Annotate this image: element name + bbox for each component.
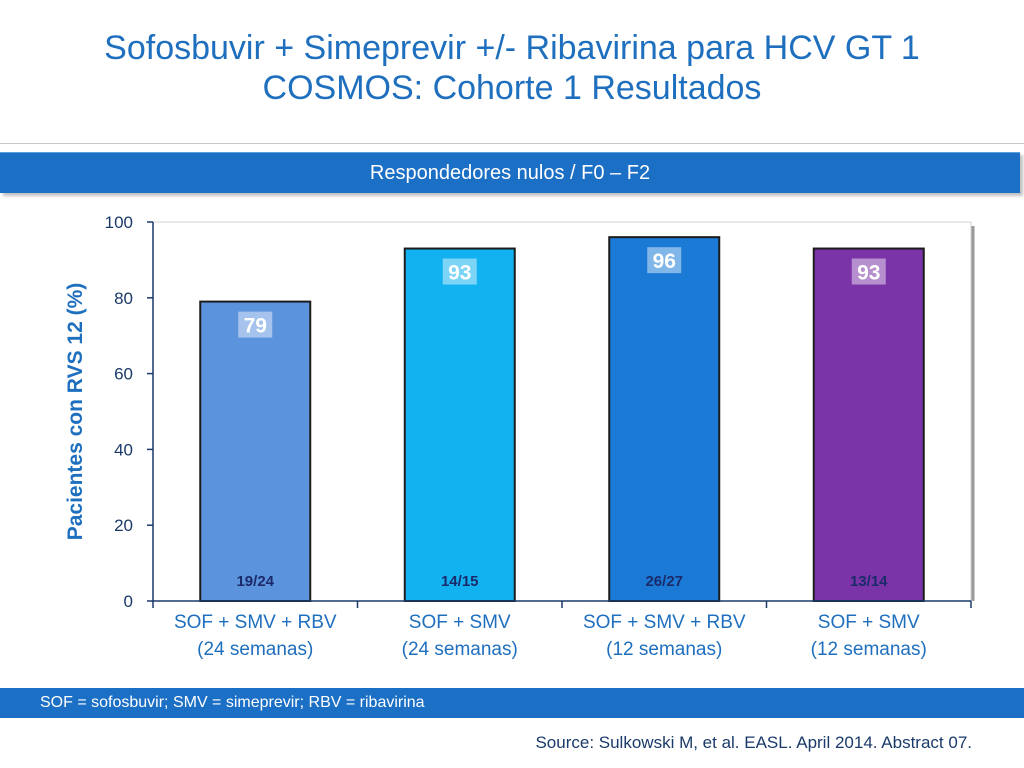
n-label: 13/14 <box>850 573 888 590</box>
title-line-1: Sofosbuvir + Simeprevir +/- Ribavirina p… <box>104 29 920 67</box>
y-tick-label: 20 <box>114 516 133 535</box>
title-divider <box>0 143 1024 144</box>
bar <box>608 236 721 602</box>
value-label: 79 <box>244 315 267 338</box>
y-tick-label: 40 <box>114 440 133 459</box>
category-label-line2: (12 semanas) <box>811 639 927 660</box>
y-tick-label: 80 <box>114 289 133 308</box>
value-label-box <box>851 258 886 285</box>
value-label-box <box>647 247 682 274</box>
category-label-line1: SOF + SMV <box>818 612 920 633</box>
value-label: 96 <box>653 250 676 273</box>
value-label-box <box>442 258 477 285</box>
y-tick-label: 0 <box>124 592 133 611</box>
bar <box>199 300 312 602</box>
category-label-line1: SOF + SMV <box>409 612 511 633</box>
value-label: 93 <box>857 262 880 285</box>
slide-title: Sofosbuvir + Simeprevir +/- Ribavirina p… <box>0 28 1024 108</box>
title-line-2: COSMOS: Cohorte 1 Resultados <box>262 69 762 107</box>
bar <box>812 247 925 602</box>
category-label-line1: SOF + SMV + RBV <box>583 612 746 633</box>
value-label: 93 <box>448 262 471 285</box>
category-label-line2: (24 semanas) <box>197 639 313 660</box>
banner-text: Respondedores nulos / F0 – F2 <box>369 162 651 184</box>
value-label-box <box>238 311 273 338</box>
abbreviations-text: SOF = sofosbuvir; SMV = simeprevir; RBV … <box>40 694 425 711</box>
n-label: 26/27 <box>645 573 683 590</box>
source-citation: Source: Sulkowski M, et al. EASL. April … <box>535 733 972 752</box>
bar <box>403 247 516 602</box>
n-label: 14/15 <box>441 573 479 590</box>
n-label: 19/24 <box>236 573 274 590</box>
subtitle-banner: Respondedores nulos / F0 – F2 <box>0 152 1020 193</box>
category-label-line2: (12 semanas) <box>606 639 722 660</box>
y-tick-label: 60 <box>114 365 133 384</box>
y-tick-label: 100 <box>105 213 133 232</box>
category-label-line1: SOF + SMV + RBV <box>174 612 337 633</box>
bar-chart: 0 20 40 60 80 100 Pacientes con RVS 12 (%) 79 19… <box>64 213 975 660</box>
y-axis-title: Pacientes con RVS 12 (%) <box>64 283 87 541</box>
category-label-line2: (24 semanas) <box>402 639 518 660</box>
abbreviations-bar: SOF = sofosbuvir; SMV = simeprevir; RBV … <box>0 688 1024 718</box>
